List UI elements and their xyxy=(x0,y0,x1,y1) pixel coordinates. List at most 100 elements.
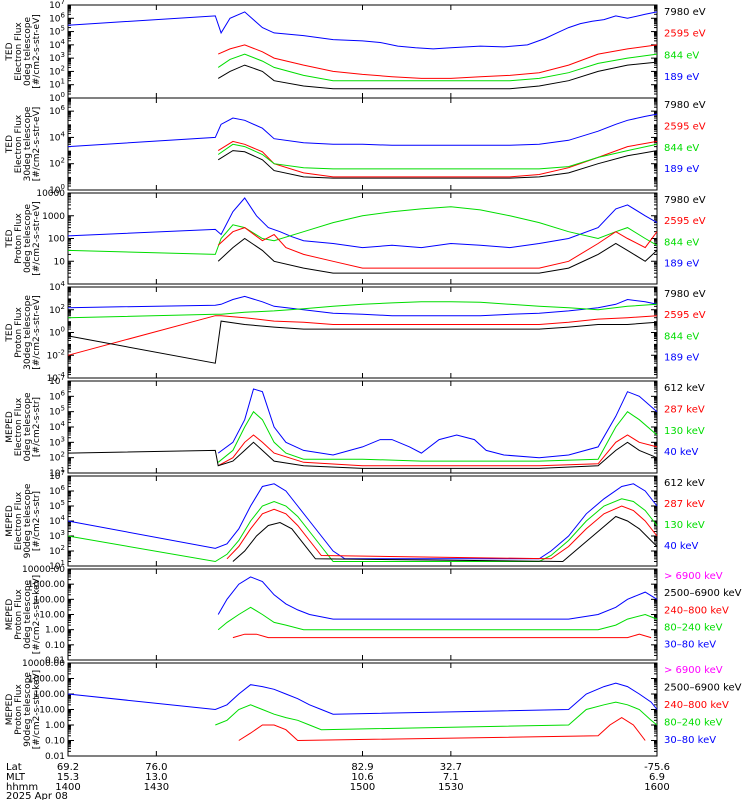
legend-entry: 7980 eV xyxy=(664,100,706,111)
legend-entry: 844 eV xyxy=(664,331,699,342)
y-axis-label-line: [#/cm2-s-str] xyxy=(32,397,42,457)
legend-entry: 80–240 keV xyxy=(664,718,723,729)
x-tick-label-hhmm: 1530 xyxy=(438,782,463,793)
y-axis-label-line: [#/cm2-s-str-keV] xyxy=(32,575,42,654)
legend-entry: 612 keV xyxy=(664,383,705,394)
y-axis-label-line: Proton Flux xyxy=(14,684,24,735)
legend-entry: 287 keV xyxy=(664,404,705,415)
y-axis-label-line: TED xyxy=(5,323,15,342)
y-axis-label-line: [#/cm2-s-str-eV] xyxy=(32,295,42,370)
y-tick-label: 102 xyxy=(49,157,65,170)
y-axis-label-line: [#/cm2-s-str-eV] xyxy=(32,201,42,276)
row-label-mlt: MLT xyxy=(6,772,26,783)
y-tick-label: 105 xyxy=(49,405,65,418)
y-axis-label-line: [#/cm2-s-str-eV] xyxy=(32,107,42,182)
y-tick-label: 106 xyxy=(49,484,65,497)
y-tick-label: 104 xyxy=(49,130,65,143)
x-tick-label-lat: 32.7 xyxy=(440,762,462,773)
series-line-green xyxy=(217,410,658,463)
y-tick-label: 10000 xyxy=(36,189,65,199)
series-line-black xyxy=(232,515,658,563)
y-tick-label: 100 xyxy=(48,235,65,245)
y-axis-label-line: TED xyxy=(5,42,15,61)
series-line-black xyxy=(67,441,658,469)
panel-8: 0.01 0.10 1.00 10.00 100.00 1000.00 10000.00 ME… xyxy=(5,659,742,762)
panel-7: 0.01 0.10 1.00 10.00 100.00 1000.00 10000.00 ME… xyxy=(5,565,742,666)
y-tick-label: 103 xyxy=(49,51,65,64)
y-axis-label-line: TED xyxy=(5,135,15,154)
date-label: 2025 Apr 08 xyxy=(6,791,68,800)
y-tick-label: 104 xyxy=(49,38,65,51)
legend-entry: 189 eV xyxy=(664,164,699,175)
x-tick-label-lat: -75.6 xyxy=(644,762,670,773)
series-line-red xyxy=(217,140,658,178)
y-tick-label: 10-2 xyxy=(47,348,65,361)
y-tick-label: 103 xyxy=(49,529,65,542)
y-tick-label: 103 xyxy=(49,435,65,448)
y-axis-label-line: 30deg telescope xyxy=(23,295,33,370)
y-axis-label-line: Electron Flux xyxy=(14,491,24,550)
x-tick-label-mlt: 7.1 xyxy=(443,772,459,783)
y-axis-label-line: TED xyxy=(5,229,15,248)
row-label-hhmm: hhmm xyxy=(6,782,38,793)
y-axis-label-line: Electron Flux xyxy=(14,397,24,456)
y-tick-label: 100 xyxy=(49,91,65,104)
series-line-red xyxy=(67,315,658,356)
series-line-black xyxy=(217,150,658,179)
legend-entry: 30–80 keV xyxy=(664,640,716,651)
y-axis-label-line: [#/cm2-s-str-keV] xyxy=(32,670,42,749)
panel-frame xyxy=(67,286,658,379)
series-line-green xyxy=(217,143,658,170)
x-tick-label-mlt: 13.0 xyxy=(145,772,167,783)
y-tick-label: 100 xyxy=(49,326,65,339)
y-axis-label-line: MEPED xyxy=(5,505,15,537)
legend-entry: 240–800 keV xyxy=(664,605,729,616)
legend-entry: 2595 eV xyxy=(664,310,706,321)
y-tick-label: 104 xyxy=(49,514,65,527)
legend-entry: 130 keV xyxy=(664,520,705,531)
legend-entry: 844 eV xyxy=(664,143,699,154)
series-line-red xyxy=(232,633,652,639)
row-label-lat: Lat xyxy=(6,762,22,773)
y-tick-label: 106 xyxy=(49,11,65,24)
y-axis-label-line: [#/cm2-s-str-eV] xyxy=(32,14,42,89)
legend-entry: 40 keV xyxy=(664,541,698,552)
x-tick-label-lat: 82.9 xyxy=(351,762,373,773)
legend-entry: 40 keV xyxy=(664,447,698,458)
y-tick-label: 0.01 xyxy=(45,752,65,762)
x-tick-label-lat: 76.0 xyxy=(145,762,167,773)
series-line-green xyxy=(67,301,658,319)
y-tick-label: 102 xyxy=(49,451,65,464)
y-tick-label: 107 xyxy=(49,0,65,11)
series-line-blue xyxy=(67,295,658,317)
legend-entry: 189 eV xyxy=(664,352,699,363)
series-line-black xyxy=(67,320,658,364)
legend-entry: 7980 eV xyxy=(664,289,706,300)
x-tick-label-lat: 69.2 xyxy=(57,762,79,773)
series-line-blue xyxy=(67,483,658,560)
y-tick-label: 0.10 xyxy=(45,737,65,747)
series-line-blue xyxy=(67,682,658,715)
y-axis-label-line: Proton Flux xyxy=(14,307,24,358)
y-tick-label: 105 xyxy=(49,25,65,38)
y-tick-label: 104 xyxy=(49,420,65,433)
y-axis-label-line: Electron Flux xyxy=(14,114,24,173)
y-axis-label-line: 0deg telescope xyxy=(23,17,33,87)
series-line-green xyxy=(217,53,658,82)
y-tick-label: 106 xyxy=(49,389,65,402)
legend-entry: 2500–6900 keV xyxy=(664,588,742,599)
legend-entry: > 6900 keV xyxy=(664,665,723,676)
y-tick-label: 104 xyxy=(49,280,65,293)
series-line-blue xyxy=(67,113,658,148)
series-line-green xyxy=(67,498,658,563)
y-tick-label: 102 xyxy=(49,64,65,77)
y-tick-label: 100.00 xyxy=(34,690,66,700)
legend-entry: 844 eV xyxy=(664,237,699,248)
y-tick-label: 102 xyxy=(49,544,65,557)
